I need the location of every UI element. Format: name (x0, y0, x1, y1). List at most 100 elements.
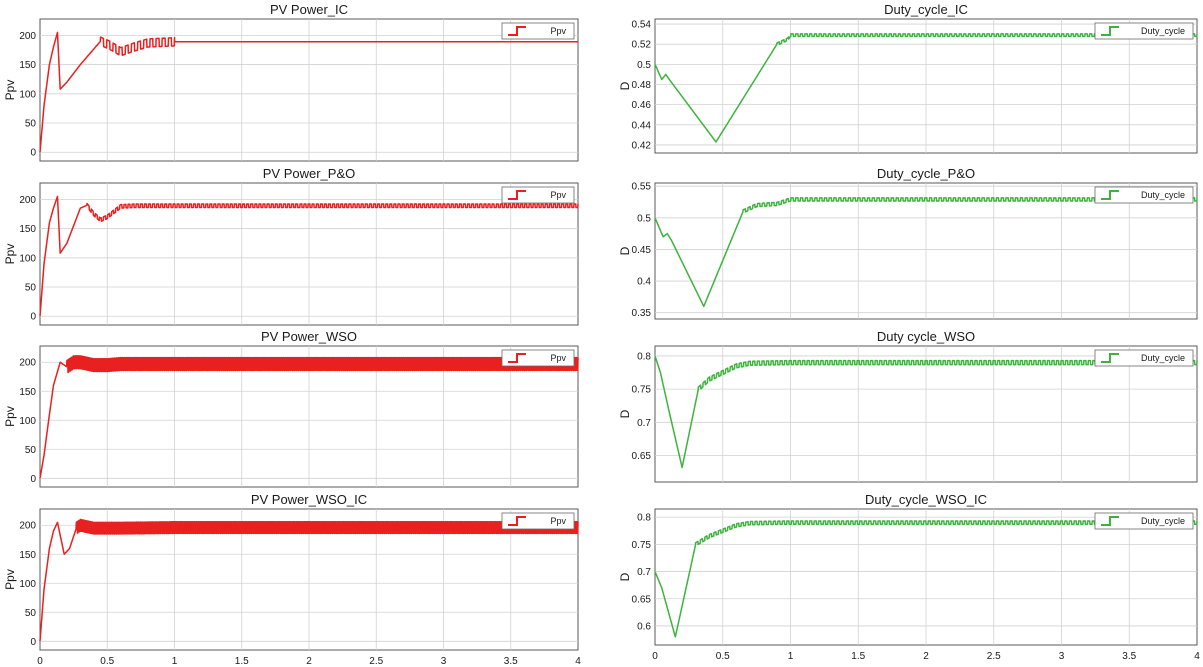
legend-swatch (1101, 353, 1119, 363)
legend-swatch (1101, 516, 1119, 526)
series-line (39, 195, 579, 317)
x-tick-label: 1.5 (235, 656, 249, 667)
chart-title: Duty_cycle_P&O (877, 166, 975, 181)
x-tick-label: 4 (1194, 651, 1200, 662)
y-axis-label: D (618, 409, 632, 418)
series-line (39, 518, 579, 642)
y-tick-label: 0.5 (637, 213, 651, 224)
y-tick-label: 50 (25, 119, 37, 130)
chart-title: PV Power_IC (270, 2, 348, 17)
chart-2: 0 50 100 150 200 PV Power_P&O Ppv Ppv (3, 166, 579, 326)
y-tick-label: 0.75 (632, 385, 652, 396)
y-tick-label: 0.65 (632, 451, 652, 462)
legend-box (1094, 22, 1194, 40)
y-tick-label: 0.8 (637, 351, 651, 362)
y-tick-label: 100 (19, 89, 36, 100)
x-tick-label: 0.5 (100, 656, 114, 667)
y-tick-label: 0.4 (637, 277, 651, 288)
x-tick-label: 4 (575, 656, 581, 667)
chart-title: PV Power_P&O (263, 166, 356, 181)
y-tick-label: 100 (19, 579, 36, 590)
y-axis-label: D (618, 246, 632, 255)
y-tick-label: 0.54 (632, 20, 652, 31)
x-tick-label: 0 (37, 656, 43, 667)
legend-swatch (1101, 190, 1119, 200)
chart-title: Duty cycle_WSO (877, 329, 975, 344)
x-tick-label: 2.5 (987, 651, 1001, 662)
legend-label: Ppv (550, 190, 566, 200)
legend-label: Duty_cycle (1141, 190, 1185, 200)
y-tick-label: 0 (30, 148, 36, 159)
y-tick-label: 0.45 (632, 245, 652, 256)
chart-3: 0 50 100 150 200 PV Power_WSO Ppv Ppv (3, 329, 579, 488)
y-tick-label: 100 (19, 253, 36, 264)
y-tick-label: 0 (30, 637, 36, 648)
y-tick-label: 50 (25, 283, 37, 294)
chart-title: PV Power_WSO (261, 329, 357, 344)
chart-8: 0.6 0.65 0.7 0.75 0.8 0 0.5 1 1.5 2 2.5 3 3.5 4 Duty_c… (618, 492, 1200, 662)
y-tick-label: 0.35 (632, 308, 652, 319)
legend-swatch (1101, 26, 1119, 36)
y-tick-label: 0.75 (632, 540, 652, 551)
x-tick-label: 2 (923, 651, 929, 662)
series-line (39, 31, 579, 153)
y-tick-label: 150 (19, 550, 36, 561)
y-tick-label: 150 (19, 387, 36, 398)
x-tick-label: 3 (441, 656, 447, 667)
x-tick-label: 2.5 (369, 656, 383, 667)
y-axis-label: D (618, 572, 632, 581)
x-tick-label: 1 (172, 656, 178, 667)
chart-title: Duty_cycle_IC (884, 2, 968, 17)
series-line (39, 355, 579, 479)
chart-title: PV Power_WSO_IC (251, 492, 367, 507)
y-tick-label: 50 (25, 608, 37, 619)
y-tick-label: 150 (19, 60, 36, 71)
y-tick-label: 200 (19, 195, 36, 206)
chart-7: 0.65 0.7 0.75 0.8 Duty cycle_WSO D Duty_cycle (618, 329, 1198, 483)
y-tick-label: 100 (19, 416, 36, 427)
chart-6: 0.35 0.4 0.45 0.5 0.55 Duty_cycle_P&O D Duty_cy… (618, 166, 1198, 320)
y-tick-label: 0.42 (632, 140, 652, 151)
y-tick-label: 200 (19, 358, 36, 369)
y-tick-label: 0.52 (632, 40, 652, 51)
y-tick-label: 200 (19, 31, 36, 42)
y-tick-label: 0.5 (637, 60, 651, 71)
chart-5: 0.42 0.44 0.46 0.48 0.5 0.52 0.54 Duty_cycle_IC… (618, 2, 1198, 154)
x-tick-label: 3.5 (1122, 651, 1136, 662)
y-tick-label: 150 (19, 224, 36, 235)
y-tick-label: 0.55 (632, 182, 652, 193)
y-tick-label: 50 (25, 445, 37, 456)
x-tick-label: 0 (652, 651, 658, 662)
x-tick-label: 0.5 (716, 651, 730, 662)
y-axis-label: Ppv (3, 80, 17, 101)
chart-1: 0 50 100 150 200 PV Power_IC Ppv Ppv (3, 2, 579, 162)
y-tick-label: 0 (30, 312, 36, 323)
y-axis-label: Ppv (3, 406, 17, 427)
y-tick-label: 0.65 (632, 594, 652, 605)
y-tick-label: 0.44 (632, 120, 652, 131)
y-tick-label: 0 (30, 474, 36, 485)
legend-label: Ppv (550, 26, 566, 36)
x-tick-label: 3 (1059, 651, 1065, 662)
legend-box (1094, 349, 1194, 367)
legend-swatch (508, 190, 526, 200)
legend-label: Duty_cycle (1141, 353, 1185, 363)
chart-title: Duty_cycle_WSO_IC (865, 492, 987, 507)
y-axis-label: Ppv (3, 244, 17, 265)
legend-label: Duty_cycle (1141, 516, 1185, 526)
y-tick-label: 0.7 (637, 567, 651, 578)
x-tick-label: 1 (788, 651, 794, 662)
y-tick-label: 0.48 (632, 80, 652, 91)
y-axis-label: D (618, 81, 632, 90)
y-tick-label: 200 (19, 521, 36, 532)
legend-swatch (508, 26, 526, 36)
legend-swatch (508, 516, 526, 526)
y-axis-label: Ppv (3, 569, 17, 590)
legend-label: Duty_cycle (1141, 26, 1185, 36)
legend-box (1094, 186, 1194, 204)
legend-label: Ppv (550, 353, 566, 363)
x-tick-label: 2 (306, 656, 312, 667)
legend-swatch (508, 353, 526, 363)
x-tick-label: 1.5 (851, 651, 865, 662)
